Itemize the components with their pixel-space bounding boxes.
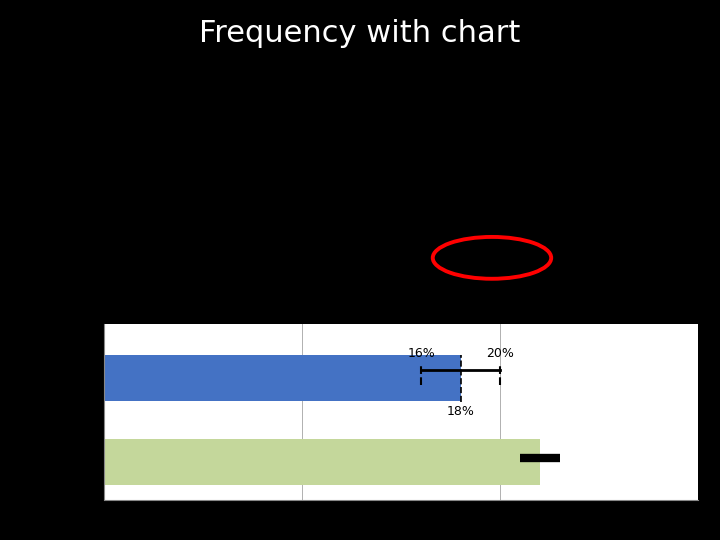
Text: % (±CI): % (±CI) bbox=[449, 66, 488, 77]
Text: d.   6-9 days: d. 6-9 days bbox=[28, 189, 102, 202]
Text: 1.0%: 1.0% bbox=[422, 158, 451, 171]
Text: (±1.0): (±1.0) bbox=[637, 127, 675, 140]
Text: 29.  Use marijuana or hashish (grass, hash, pot?): 29. Use marijuana or hashish (grass, has… bbox=[28, 70, 319, 84]
Text: Any use in past 30 days: Any use in past 30 days bbox=[28, 251, 186, 265]
Text: (±2.0): (±2.0) bbox=[495, 158, 533, 171]
Text: (±2.0): (±2.0) bbox=[495, 220, 533, 233]
Text: 92.0%: 92.0% bbox=[414, 96, 451, 109]
Text: (n=400): (n=400) bbox=[447, 77, 490, 87]
Text: e.   10 or more days: e. 10 or more days bbox=[28, 220, 148, 233]
Bar bbox=[104, 355, 461, 401]
Text: (±1.0): (±1.0) bbox=[637, 158, 675, 171]
Text: 18.0%: 18.0% bbox=[408, 251, 451, 265]
Text: 1.0%: 1.0% bbox=[564, 220, 593, 233]
Text: 1.0%: 1.0% bbox=[564, 158, 593, 171]
Text: 16%: 16% bbox=[408, 347, 435, 360]
Text: (±2.0): (±2.0) bbox=[495, 127, 533, 140]
Text: Frequency with chart: Frequency with chart bbox=[199, 19, 521, 48]
Text: (±2.0): (±2.0) bbox=[495, 189, 533, 202]
Text: 1.0%: 1.0% bbox=[422, 189, 451, 202]
Text: (±1.0): (±1.0) bbox=[637, 251, 682, 265]
Text: a.   None: a. None bbox=[28, 96, 81, 109]
Text: (±1.0): (±1.0) bbox=[637, 96, 675, 109]
Text: 9.0%: 9.0% bbox=[564, 127, 593, 140]
Text: 78.0%: 78.0% bbox=[557, 96, 593, 109]
Text: 1.0%: 1.0% bbox=[422, 220, 451, 233]
Text: 1.0%: 1.0% bbox=[564, 189, 593, 202]
Text: (±2.0): (±2.0) bbox=[495, 96, 533, 109]
Text: (n=9,000): (n=9,000) bbox=[584, 77, 637, 87]
Text: (±2.0): (±2.0) bbox=[495, 251, 540, 265]
Text: 18%: 18% bbox=[447, 405, 474, 418]
Bar bbox=[104, 439, 540, 485]
Text: (±1.0): (±1.0) bbox=[637, 220, 675, 233]
Text: c.   3-5 days: c. 3-5 days bbox=[28, 158, 101, 171]
Text: 22.0%: 22.0% bbox=[550, 251, 593, 265]
Text: (±1.0): (±1.0) bbox=[637, 189, 675, 202]
Text: 20%: 20% bbox=[487, 347, 514, 360]
Text: b.   1-2 days: b. 1-2 days bbox=[28, 127, 102, 140]
Text: 5.0%: 5.0% bbox=[422, 127, 451, 140]
Text: % (±CI): % (±CI) bbox=[590, 66, 631, 77]
